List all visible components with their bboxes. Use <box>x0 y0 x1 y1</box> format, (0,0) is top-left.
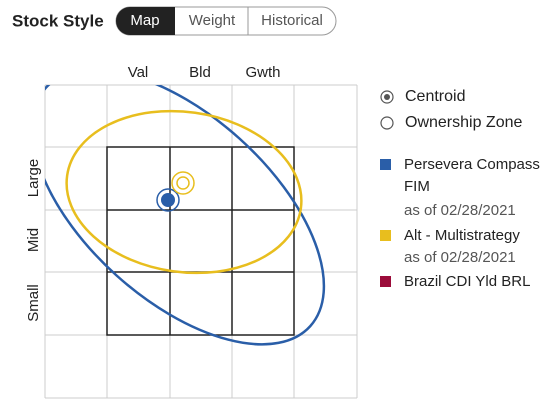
row-label: Mid <box>25 228 42 252</box>
centroid-ring <box>171 171 195 195</box>
title: Stock Style <box>12 11 104 30</box>
ownership-zone <box>45 85 326 346</box>
legend-swatch <box>380 230 391 241</box>
style-box <box>106 146 295 336</box>
legend-centroid: Centroid <box>405 88 465 105</box>
tab-active-bg <box>116 7 175 35</box>
row-label: Large <box>25 159 42 197</box>
zone-icon <box>380 116 394 130</box>
centroid-ring <box>156 188 180 212</box>
ownership-zone <box>65 109 303 275</box>
legend-zone: Ownership Zone <box>405 114 522 131</box>
column-label: Val <box>128 64 149 81</box>
legend-date: as of 02/28/2021 <box>404 249 516 266</box>
centroid <box>176 176 190 190</box>
centroid-icon <box>384 94 390 100</box>
legend-date: as of 02/28/2021 <box>404 202 516 219</box>
legend-swatch <box>380 276 391 287</box>
centroid <box>161 193 175 207</box>
row-label: Small <box>25 284 42 322</box>
column-label: Bld <box>189 64 211 81</box>
legend-swatch <box>380 159 391 170</box>
legend-name: Alt - Multistrategy <box>404 227 520 244</box>
tab-historical[interactable]: Historical <box>261 12 323 29</box>
legend-name: Brazil CDI Yld BRL <box>404 273 530 290</box>
outer-grid <box>44 84 358 399</box>
tab-weight[interactable]: Weight <box>189 12 236 29</box>
tab-map[interactable]: Map <box>130 12 159 29</box>
column-label: Gwth <box>245 64 280 81</box>
legend-name: Persevera Compass FIM <box>404 156 540 195</box>
centroid-icon <box>380 90 394 104</box>
